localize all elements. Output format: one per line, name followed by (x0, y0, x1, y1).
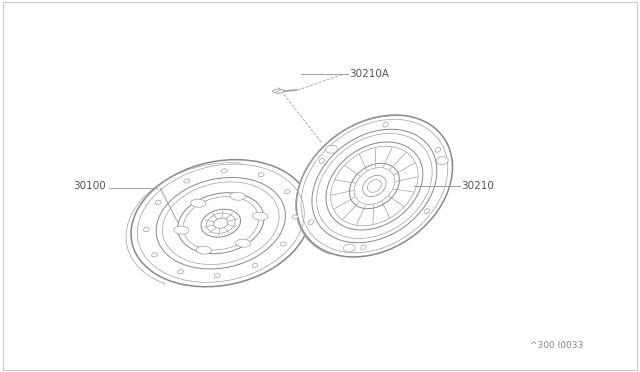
Ellipse shape (349, 163, 399, 209)
Ellipse shape (280, 242, 286, 246)
Text: 30100: 30100 (73, 181, 106, 191)
Ellipse shape (131, 160, 310, 287)
Ellipse shape (326, 145, 337, 153)
Ellipse shape (284, 189, 290, 194)
Ellipse shape (156, 201, 161, 205)
Ellipse shape (424, 209, 429, 214)
Ellipse shape (152, 253, 157, 257)
Ellipse shape (230, 192, 245, 200)
Ellipse shape (253, 212, 268, 220)
Ellipse shape (156, 177, 285, 269)
Ellipse shape (221, 169, 227, 173)
Ellipse shape (312, 129, 437, 243)
Ellipse shape (214, 218, 228, 228)
Ellipse shape (214, 273, 220, 278)
Ellipse shape (196, 246, 212, 254)
Ellipse shape (143, 227, 149, 231)
Text: ^300 I0033: ^300 I0033 (530, 341, 584, 350)
Ellipse shape (363, 175, 386, 197)
Ellipse shape (184, 179, 189, 183)
Text: 30210: 30210 (461, 181, 493, 191)
Ellipse shape (308, 220, 314, 225)
Ellipse shape (435, 147, 441, 152)
Ellipse shape (178, 193, 264, 254)
Ellipse shape (383, 122, 388, 127)
Text: 30210A: 30210A (349, 70, 389, 79)
Ellipse shape (236, 239, 251, 247)
Ellipse shape (258, 173, 264, 177)
Ellipse shape (201, 209, 241, 237)
Ellipse shape (273, 89, 284, 93)
Ellipse shape (326, 142, 423, 230)
Ellipse shape (360, 245, 366, 250)
Ellipse shape (292, 215, 298, 219)
Ellipse shape (174, 226, 189, 234)
Ellipse shape (177, 270, 184, 274)
Ellipse shape (191, 199, 206, 207)
Ellipse shape (252, 263, 258, 267)
Ellipse shape (436, 157, 448, 164)
Ellipse shape (319, 158, 324, 163)
Ellipse shape (343, 244, 355, 252)
Ellipse shape (296, 115, 452, 257)
